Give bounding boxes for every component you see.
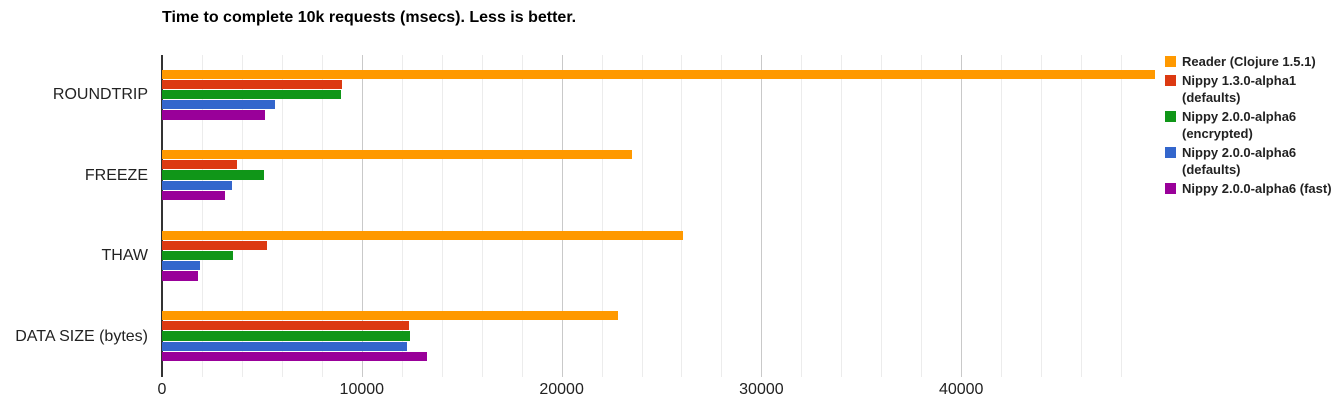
legend-swatch-icon <box>1165 111 1176 122</box>
bar-0-3[interactable] <box>162 100 275 110</box>
major-gridline <box>561 55 563 377</box>
axis-baseline <box>161 55 163 377</box>
minor-gridline <box>1041 55 1043 377</box>
minor-gridline <box>921 55 923 377</box>
major-gridline <box>361 55 363 377</box>
minor-gridline <box>1121 55 1123 377</box>
bar-1-1[interactable] <box>162 160 237 170</box>
bar-2-1[interactable] <box>162 240 267 250</box>
bar-2-4[interactable] <box>162 271 198 281</box>
legend-swatch-icon <box>1165 56 1176 67</box>
legend-swatch-icon <box>1165 147 1176 158</box>
legend-item: Nippy 1.3.0-alpha1 (defaults) <box>1165 72 1332 106</box>
category-label: DATA SIZE (bytes) <box>15 327 148 345</box>
legend-swatch-icon <box>1165 183 1176 194</box>
bar-0-1[interactable] <box>162 79 342 89</box>
minor-gridline <box>281 55 283 377</box>
legend-item: Nippy 2.0.0-alpha6 (encrypted) <box>1165 108 1332 142</box>
minor-gridline <box>641 55 643 377</box>
legend-item: Nippy 2.0.0-alpha6 (defaults) <box>1165 144 1332 178</box>
x-tick-label: 10000 <box>339 381 385 398</box>
minor-gridline <box>841 55 843 377</box>
x-tick-label: 20000 <box>539 381 584 398</box>
legend-label: Nippy 2.0.0-alpha6 (defaults) <box>1182 145 1297 177</box>
bar-3-0[interactable] <box>162 311 618 321</box>
category-label: FREEZE <box>84 166 148 184</box>
bar-3-4[interactable] <box>162 351 427 362</box>
minor-gridline <box>401 55 403 377</box>
minor-gridline <box>521 55 523 377</box>
bar-1-3[interactable] <box>162 180 232 190</box>
minor-gridline <box>1081 55 1083 377</box>
bar-3-2[interactable] <box>162 331 410 341</box>
legend-item: Nippy 2.0.0-alpha6 (fast) <box>1165 180 1332 197</box>
minor-gridline <box>201 55 203 377</box>
bar-0-2[interactable] <box>162 89 341 100</box>
minor-gridline <box>721 55 723 377</box>
minor-gridline <box>881 55 883 377</box>
category-label: ROUNDTRIP <box>52 86 148 104</box>
bar-2-0[interactable] <box>162 230 684 240</box>
major-gridline <box>961 55 963 377</box>
minor-gridline <box>601 55 603 377</box>
bar-0-0[interactable] <box>162 69 1155 79</box>
minor-gridline <box>481 55 483 377</box>
minor-gridline <box>681 55 683 377</box>
legend: Reader (Clojure 1.5.1) Nippy 1.3.0-alpha1… <box>1165 53 1332 199</box>
x-tick-label: 0 <box>157 381 167 398</box>
legend-label: Reader (Clojure 1.5.1) <box>1182 54 1316 69</box>
x-tick-label: 30000 <box>739 381 784 398</box>
bar-1-2[interactable] <box>162 170 264 180</box>
minor-gridline <box>1001 55 1003 377</box>
minor-gridline <box>321 55 323 377</box>
legend-swatch-icon <box>1165 75 1176 86</box>
bar-3-1[interactable] <box>162 321 409 331</box>
bar-3-3[interactable] <box>162 341 407 351</box>
category-axis: ROUNDTRIP FREEZE THAW DATA SIZE (bytes) <box>0 55 155 377</box>
major-gridline <box>761 55 763 377</box>
chart-title: Time to complete 10k requests (msecs). L… <box>162 9 577 26</box>
bar-1-0[interactable] <box>162 150 632 160</box>
minor-gridline <box>241 55 243 377</box>
minor-gridline <box>801 55 803 377</box>
bar-2-2[interactable] <box>162 250 233 261</box>
legend-label: Nippy 2.0.0-alpha6 (fast) <box>1182 181 1332 196</box>
legend-label: Nippy 1.3.0-alpha1 (defaults) <box>1182 73 1297 105</box>
legend-label: Nippy 2.0.0-alpha6 (encrypted) <box>1182 109 1297 141</box>
plot-area <box>161 55 1155 377</box>
bar-0-4[interactable] <box>162 110 265 120</box>
x-tick-label: 40000 <box>938 381 984 398</box>
bar-1-4[interactable] <box>162 190 225 201</box>
bar-2-3[interactable] <box>162 261 200 271</box>
minor-gridline <box>441 55 443 377</box>
category-label: THAW <box>101 247 148 265</box>
legend-item: Reader (Clojure 1.5.1) <box>1165 53 1332 70</box>
